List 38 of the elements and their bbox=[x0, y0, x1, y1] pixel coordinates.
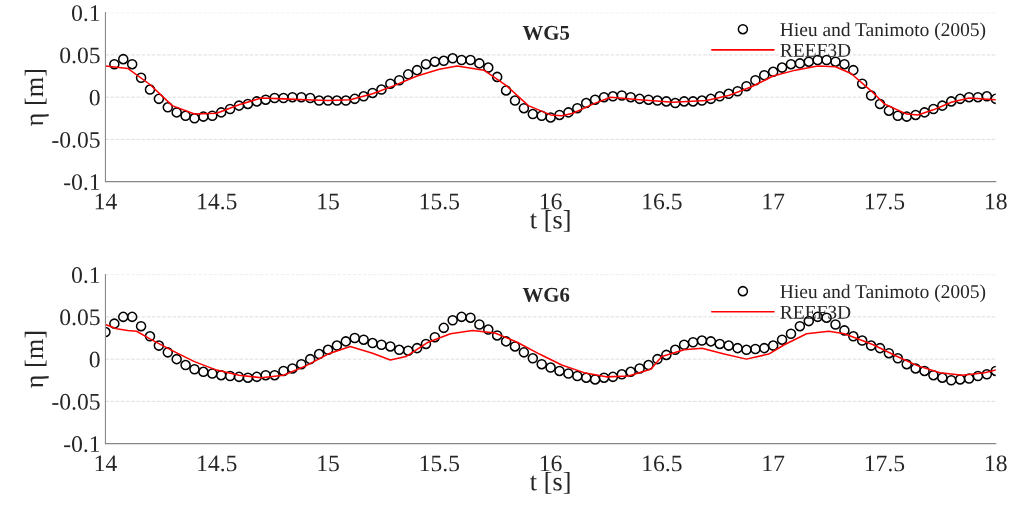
x-tick-label: 17 bbox=[763, 455, 785, 472]
y-tick-label: 0 bbox=[89, 89, 100, 106]
y-tick-label: -0.05 bbox=[52, 393, 100, 410]
legend-label: Hieu and Tanimoto (2005) bbox=[780, 22, 986, 41]
chart-title: WG5 bbox=[522, 25, 570, 40]
y-tick-label: -0.1 bbox=[64, 436, 100, 453]
y-tick-label: 0.1 bbox=[71, 267, 100, 284]
legend-label: Hieu and Tanimoto (2005) bbox=[780, 284, 986, 303]
x-tick-label: 17 bbox=[763, 193, 785, 210]
x-tick-label: 15.5 bbox=[420, 455, 460, 472]
x-tick-label: 18 bbox=[986, 193, 1007, 210]
legend-label: REEF3D bbox=[780, 305, 851, 319]
y-tick-label: -0.1 bbox=[64, 174, 100, 191]
x-tick-label: 17.5 bbox=[865, 193, 905, 210]
y-tick-label: 0.05 bbox=[60, 309, 100, 326]
x-tick-label: 15 bbox=[318, 193, 339, 210]
x-tick-label: 14 bbox=[95, 455, 117, 472]
x-tick-label: 16.5 bbox=[643, 193, 682, 210]
x-axis-title: t [s] bbox=[529, 210, 570, 232]
x-tick-label: 14.5 bbox=[198, 193, 237, 210]
x-tick-label: 15.5 bbox=[420, 193, 460, 210]
x-tick-label: 14.5 bbox=[198, 455, 237, 472]
y-tick-label: 0.1 bbox=[71, 5, 100, 22]
x-axis-title: t [s] bbox=[529, 471, 570, 494]
y-tick-label: 0.05 bbox=[60, 47, 100, 64]
chart-title: WG6 bbox=[522, 287, 570, 302]
x-tick-label: 16 bbox=[540, 455, 562, 472]
x-tick-label: 14 bbox=[95, 193, 117, 210]
y-tick-label: 0 bbox=[89, 351, 100, 368]
y-tick-label: -0.05 bbox=[52, 131, 100, 148]
x-tick-label: 16.5 bbox=[643, 455, 682, 472]
y-axis-title: η [m] bbox=[24, 69, 49, 127]
y-axis-title: η [m] bbox=[24, 331, 49, 388]
x-tick-label: 15 bbox=[318, 455, 339, 472]
x-tick-label: 17.5 bbox=[865, 455, 905, 472]
legend-label: REEF3D bbox=[780, 43, 851, 57]
x-tick-label: 16 bbox=[540, 193, 562, 210]
x-tick-label: 18 bbox=[986, 455, 1007, 472]
